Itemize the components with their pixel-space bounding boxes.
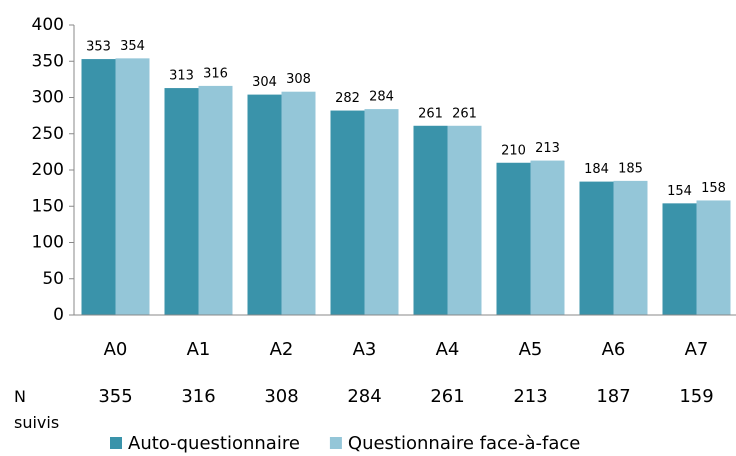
value-label: 210 [501, 143, 526, 158]
y-tick-label: 300 [32, 88, 64, 108]
value-label: 316 [203, 66, 228, 81]
bar [198, 85, 233, 316]
y-tick-label: 250 [32, 124, 64, 144]
value-label: 261 [418, 106, 443, 121]
y-tick-label: 200 [32, 160, 64, 180]
y-tick-label: 0 [53, 305, 64, 325]
legend-label: Questionnaire face-à-face [348, 433, 580, 454]
value-label: 354 [120, 39, 145, 54]
x-tick-label: A6 [602, 339, 626, 360]
n-value: 261 [430, 386, 464, 407]
y-tick-label: 100 [32, 233, 64, 253]
value-label: 261 [452, 106, 477, 121]
bar [281, 91, 316, 315]
x-tick-label: A1 [187, 339, 211, 360]
x-tick-label: A5 [519, 339, 543, 360]
value-label: 308 [286, 72, 311, 87]
legend-label: Auto-questionnaire [128, 433, 300, 454]
value-label: 158 [701, 181, 726, 196]
y-tick-label: 350 [32, 51, 64, 71]
x-tick-label: A2 [270, 339, 294, 360]
bar [115, 58, 150, 315]
value-label: 185 [618, 161, 643, 176]
bar [696, 200, 731, 315]
bar [447, 125, 482, 316]
x-tick-label: A0 [104, 339, 128, 360]
value-label: 154 [667, 184, 692, 199]
n-value: 308 [264, 386, 298, 407]
bar [364, 109, 399, 315]
n-value: 187 [596, 386, 630, 407]
n-value: 284 [347, 386, 381, 407]
x-tick-label: A3 [353, 339, 377, 360]
x-tick-label: A4 [436, 339, 460, 360]
n-row-label: N suivis [14, 387, 60, 432]
n-value: 159 [679, 386, 713, 407]
n-value: 316 [181, 386, 215, 407]
legend-swatch [110, 437, 122, 449]
x-tick-label: A7 [685, 339, 709, 360]
y-tick-label: 150 [32, 196, 64, 216]
bar [662, 203, 697, 315]
value-label: 284 [369, 90, 394, 105]
bar [496, 162, 531, 315]
bar [530, 160, 565, 315]
bar [164, 88, 199, 315]
n-value: 213 [513, 386, 547, 407]
y-tick-label: 50 [42, 269, 64, 289]
value-label: 213 [535, 141, 560, 156]
value-label: 282 [335, 91, 360, 106]
value-label: 184 [584, 162, 609, 177]
bar [413, 125, 448, 316]
bar [613, 180, 648, 315]
bar [81, 59, 116, 316]
value-label: 353 [86, 40, 111, 55]
y-tick-label: 400 [32, 15, 64, 35]
value-label: 313 [169, 69, 194, 84]
bar [247, 94, 282, 315]
value-label: 304 [252, 75, 277, 90]
bar [330, 110, 365, 315]
n-value: 355 [98, 386, 132, 407]
legend-swatch [329, 437, 342, 449]
bar [579, 181, 614, 315]
